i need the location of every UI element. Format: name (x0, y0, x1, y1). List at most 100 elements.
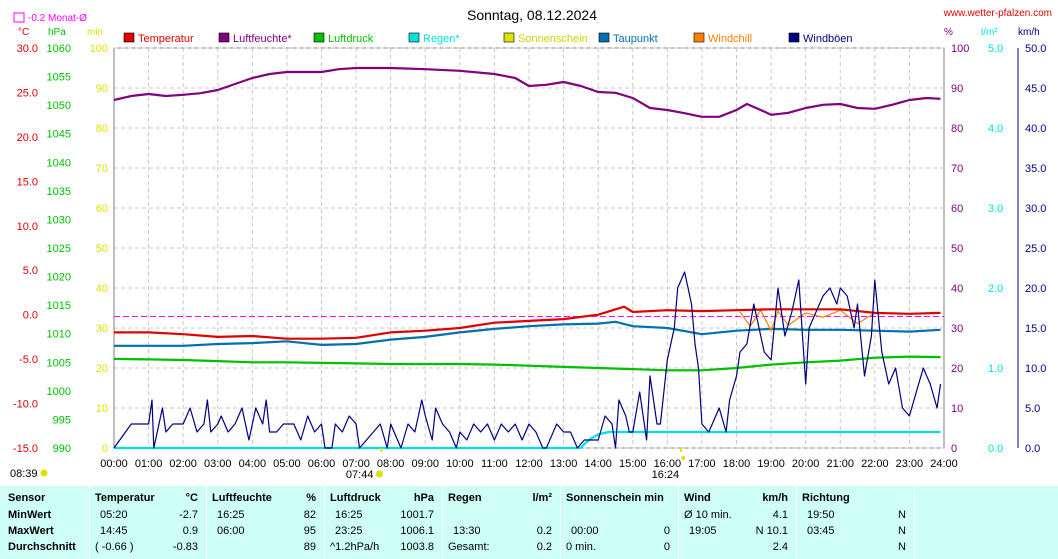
stats-cell-value: 4.1 (772, 509, 788, 521)
sun-tick-label: 30 (96, 323, 108, 335)
wind-unit: km/h (1018, 27, 1040, 38)
legend-swatch (313, 32, 325, 43)
stats-header-wind: Wind (684, 492, 711, 504)
stats-header-temperature: Temperatur (95, 492, 155, 504)
rain-tick-label: 3.0 (988, 203, 1003, 215)
legend-swatch (503, 32, 515, 43)
monthly-avg-label: -0.2 Monat-Ø (28, 13, 87, 24)
percent-tick-label: 100 (951, 43, 969, 55)
rain-tick-label: 5.0 (988, 43, 1003, 55)
stats-header-pressure: Luftdruck (330, 492, 381, 504)
stats-divider (796, 486, 797, 559)
stats-unit-wind: km/h (762, 492, 788, 504)
pressure-tick-label: 995 (53, 414, 71, 426)
temp-tick-label: -5.0 (19, 354, 38, 366)
legend-swatch (788, 32, 800, 43)
time-tick-label: 05:00 (273, 458, 301, 470)
series-line-regen (114, 430, 941, 450)
stats-cell-value: 0 (663, 541, 670, 553)
pressure-tick-label: 1020 (47, 272, 71, 284)
stats-cell-value: 1001.7 (400, 509, 434, 521)
time-tick-label: 14:00 (584, 458, 612, 470)
temp-tick-label: 5.0 (23, 265, 38, 277)
weather-chart: Sonntag, 08.12.2024 www.wetter-pfalzen.c… (10, 7, 1052, 481)
legend-label: Sonnenschein (518, 33, 588, 45)
percent-tick-label: 60 (951, 203, 963, 215)
stats-cell-value: 95 (303, 525, 316, 537)
sun-tick-label: 0 (102, 443, 108, 455)
stats-divider (560, 486, 561, 559)
stats-cell-time: 13:30 (453, 525, 481, 537)
stats-header-sensor: Sensor (8, 492, 46, 504)
stats-row-label: Durchschnitt (8, 541, 76, 553)
stats-cell-time: 03:45 (807, 525, 835, 537)
pressure-tick-label: 1055 (47, 72, 71, 84)
stats-cell-time: Ø 10 min. (684, 509, 732, 521)
stats-header-humidity: Luftfeuchte (212, 492, 272, 504)
stats-header-direction: Richtung (802, 492, 850, 504)
wind-tick-label: 35.0 (1025, 163, 1046, 175)
time-tick-label: 16:00 (654, 458, 682, 470)
stats-cell-value: N 10.1 (755, 525, 788, 537)
stats-cell-time: ^1.2hPa/h (330, 541, 380, 553)
time-tick-label: 06:00 (308, 458, 336, 470)
legend-swatch (693, 32, 705, 43)
axes: 30.0 25.0 20.0 15.0 10.0 5.0 0.0 -5.0 -10.0 -15.0… (13, 43, 1047, 470)
time-tick-label: 15:00 (619, 458, 647, 470)
legend-label: Luftdruck (328, 33, 374, 45)
rain-tick-label: 0.0 (988, 443, 1003, 455)
temp-unit: °C (18, 27, 29, 38)
percent-tick-label: 10 (951, 403, 963, 415)
stats-header-rain: Regen (448, 492, 482, 504)
pressure-tick-label: 1050 (47, 100, 71, 112)
time-tick-label: 23:00 (896, 458, 924, 470)
stats-cell-time: 16:25 (335, 509, 363, 521)
time-tick-label: 19:00 (757, 458, 785, 470)
time-tick-label: 24:00 (930, 458, 958, 470)
series-line-luftdruck (113, 355, 941, 372)
wind-tick-label: 10.0 (1025, 363, 1046, 375)
percent-tick-label: 90 (951, 83, 963, 95)
stats-cell-time: 16:25 (217, 509, 245, 521)
stats-unit-pressure: hPa (413, 492, 434, 504)
temp-tick-label: 10.0 (17, 221, 38, 233)
legend-label: Regen* (423, 33, 460, 45)
percent-tick-label: 50 (951, 243, 963, 255)
stats-divider (206, 486, 207, 559)
series-line-temperatur (114, 305, 941, 340)
pressure-tick-label: 1045 (47, 129, 71, 141)
stats-header-sun: Sonnenschein min (566, 492, 664, 504)
time-tick-label: 03:00 (204, 458, 232, 470)
stats-cell-value: -2.7 (179, 509, 198, 521)
stats-cell-value: 0.2 (536, 525, 552, 537)
pressure-unit: hPa (48, 27, 66, 38)
legend-swatch (218, 32, 230, 43)
sun-tick-label: 100 (90, 43, 108, 55)
stats-divider (442, 486, 443, 559)
pressure-tick-label: 1025 (47, 243, 71, 255)
site-link[interactable]: www.wetter-pfalzen.com (943, 8, 1052, 19)
sun-marks: 07:44 16:24 08:39 (10, 448, 686, 481)
stats-unit-rain: l/m² (532, 492, 552, 504)
legend-label: Windböen (803, 33, 853, 45)
sun-unit: min (87, 27, 103, 38)
time-tick-label: 00:00 (100, 458, 128, 470)
stats-divider (89, 486, 90, 559)
time-tick-label: 04:00 (239, 458, 267, 470)
time-tick-label: 22:00 (861, 458, 889, 470)
temp-tick-label: 30.0 (17, 43, 38, 55)
temp-tick-label: 25.0 (17, 87, 38, 99)
stats-cell-value: N (898, 525, 906, 537)
stats-col-wind: Wind km/h Ø 10 min. 4.1 19:05 N 10.1 2.4 (679, 486, 796, 559)
time-tick-label: 11:00 (481, 458, 508, 470)
pressure-tick-label: 1060 (47, 43, 71, 55)
percent-tick-label: 0 (951, 443, 957, 455)
series-group (113, 66, 942, 450)
day-length-label: 08:39 (10, 468, 38, 480)
sun-tick-label: 40 (96, 283, 108, 295)
stats-divider (324, 486, 325, 559)
wind-tick-label: 20.0 (1025, 283, 1046, 295)
time-tick-label: 10:00 (446, 458, 474, 470)
stats-unit-humidity: % (306, 492, 316, 504)
sun-tick-label: 20 (96, 363, 108, 375)
